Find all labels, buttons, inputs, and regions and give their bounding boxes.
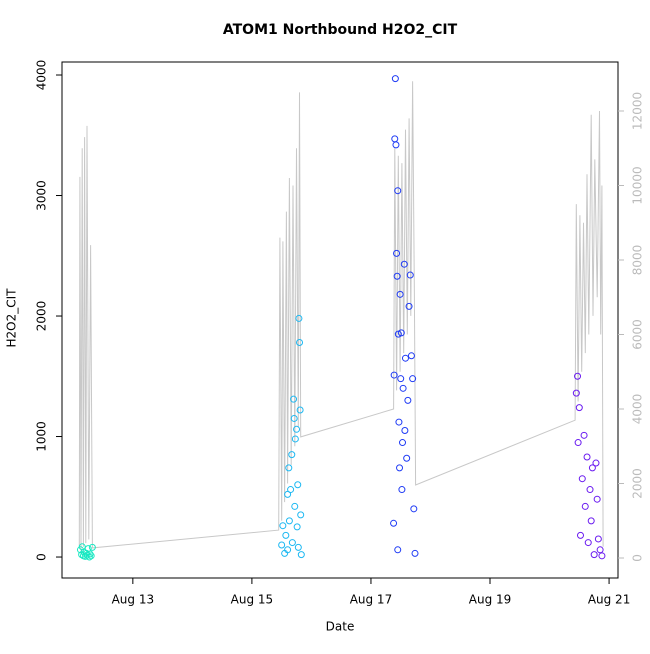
- point: [290, 414, 298, 422]
- point: [578, 475, 586, 483]
- point: [284, 546, 292, 554]
- point: [295, 314, 303, 322]
- point: [409, 375, 417, 383]
- point: [398, 486, 406, 494]
- point: [397, 375, 405, 383]
- chart-title: ATOM1 Northbound H2O2_CIT: [223, 22, 458, 38]
- point: [586, 486, 594, 494]
- point: [410, 505, 418, 513]
- point: [293, 523, 301, 531]
- point: [86, 550, 94, 558]
- point: [393, 249, 401, 257]
- y-tick-label: 2000: [35, 301, 49, 332]
- y-tick-label: 4000: [35, 60, 49, 91]
- y-tick-label: 3000: [35, 180, 49, 211]
- point: [391, 135, 399, 143]
- x-tick-label: Aug 15: [231, 593, 274, 607]
- point: [294, 543, 302, 551]
- point: [583, 453, 591, 461]
- y2-tick-label: 6000: [631, 319, 645, 350]
- x-tick-label: Aug 19: [469, 593, 512, 607]
- y2-tick-label: 2000: [631, 468, 645, 499]
- point: [282, 531, 290, 539]
- point: [396, 464, 404, 472]
- point: [393, 272, 401, 280]
- y-axis-label: H2O2_CIT: [5, 288, 19, 348]
- point: [285, 464, 293, 472]
- x-tick-label: Aug 13: [112, 593, 155, 607]
- point: [278, 541, 286, 549]
- point: [291, 502, 299, 510]
- point: [87, 552, 95, 560]
- y-tick-label: 1000: [35, 421, 49, 452]
- point: [290, 395, 298, 403]
- point: [397, 329, 405, 337]
- point: [575, 404, 583, 412]
- x-tick-label: Aug 21: [588, 593, 631, 607]
- point: [401, 354, 409, 362]
- point: [288, 539, 296, 547]
- point: [85, 553, 93, 561]
- point: [596, 546, 604, 554]
- x-axis-label: Date: [326, 620, 355, 634]
- point: [390, 519, 398, 527]
- point: [581, 502, 589, 510]
- point: [574, 372, 582, 380]
- point: [395, 418, 403, 426]
- point: [584, 539, 592, 547]
- y2-tick-label: 10000: [631, 166, 645, 204]
- point: [392, 141, 400, 149]
- y2-tick-label: 12000: [631, 92, 645, 130]
- point: [403, 454, 411, 462]
- point: [288, 451, 296, 459]
- point: [88, 543, 96, 551]
- point: [285, 517, 293, 525]
- point: [572, 389, 580, 397]
- y2-tick-label: 4000: [631, 394, 645, 425]
- point: [294, 481, 302, 489]
- line-series: [78, 81, 604, 551]
- point: [411, 549, 419, 557]
- point: [588, 464, 596, 472]
- point: [594, 535, 602, 543]
- point: [296, 406, 304, 414]
- point: [400, 260, 408, 268]
- plot-frame: [61, 61, 619, 579]
- point: [287, 486, 295, 494]
- point: [405, 302, 413, 310]
- x-tick-label: Aug 17: [350, 593, 393, 607]
- point: [576, 531, 584, 539]
- point: [574, 439, 582, 447]
- point: [404, 396, 412, 404]
- point: [401, 427, 409, 435]
- point: [406, 271, 414, 279]
- point: [297, 511, 305, 519]
- point: [407, 352, 415, 360]
- point: [291, 435, 299, 443]
- point: [78, 551, 86, 559]
- point: [592, 459, 600, 467]
- point: [293, 425, 301, 433]
- point: [598, 552, 606, 560]
- point: [394, 546, 402, 554]
- point: [391, 75, 399, 83]
- point: [297, 551, 305, 559]
- point: [390, 371, 398, 379]
- y2-tick-label: 0: [631, 554, 645, 562]
- point: [580, 431, 588, 439]
- point: [593, 495, 601, 503]
- y2-tick-label: 8000: [631, 245, 645, 276]
- y-tick-label: 0: [35, 553, 49, 561]
- point: [394, 187, 402, 195]
- point: [587, 517, 595, 525]
- point: [399, 439, 407, 447]
- point: [396, 290, 404, 298]
- point: [590, 551, 598, 559]
- point: [399, 384, 407, 392]
- point: [279, 522, 287, 530]
- point: [296, 339, 304, 347]
